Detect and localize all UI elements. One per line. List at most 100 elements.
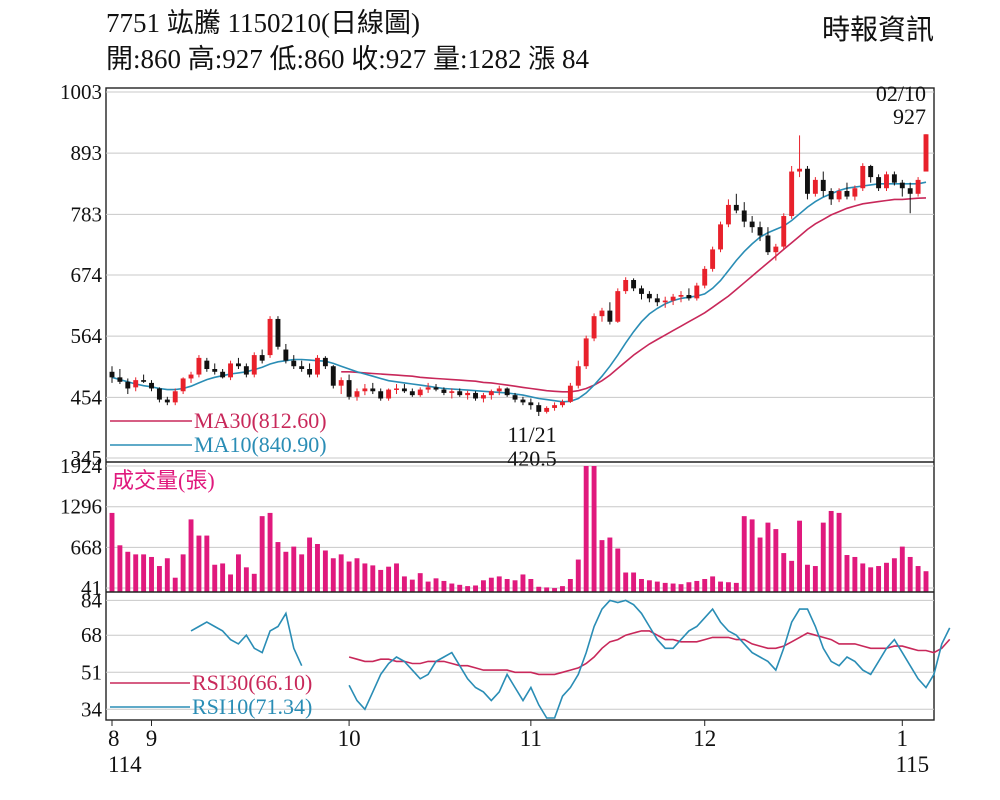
candle-body xyxy=(544,407,550,412)
candle-body xyxy=(520,399,526,403)
candle-body xyxy=(164,399,170,403)
volume-bar xyxy=(868,567,874,592)
volume-bar xyxy=(733,582,739,592)
volume-bar xyxy=(536,586,542,592)
rsi-tick-label: 84 xyxy=(81,588,103,612)
volume-bar xyxy=(639,578,644,592)
volume-bar xyxy=(212,564,218,592)
volume-bar xyxy=(812,566,818,592)
x-axis: 89101112122/10114115 xyxy=(108,720,929,777)
candle-body xyxy=(299,366,305,370)
candle-body xyxy=(251,355,257,375)
volume-bar xyxy=(457,584,463,592)
volume-bar xyxy=(354,558,360,592)
price-tick-label: 1003 xyxy=(60,80,102,104)
volume-bar xyxy=(109,512,115,592)
candle-body xyxy=(852,188,858,197)
volume-bar xyxy=(836,512,842,592)
x-tick-label: 9 xyxy=(146,726,158,751)
volume-bar xyxy=(741,516,747,592)
volume-bar xyxy=(725,582,731,592)
candle-body xyxy=(725,204,731,225)
plot-frame xyxy=(105,87,935,721)
volume-bar xyxy=(876,566,882,592)
candle-body xyxy=(441,389,447,393)
x-tick-label: 1 xyxy=(897,726,909,751)
candle-body xyxy=(670,296,676,301)
volume-bar xyxy=(330,558,336,592)
volume-bar xyxy=(528,578,534,592)
volume-bar xyxy=(449,583,455,592)
candle-body xyxy=(188,374,194,379)
volume-bar xyxy=(567,578,573,592)
volume-bar xyxy=(259,516,265,592)
candle-body xyxy=(315,357,320,375)
volume-bar xyxy=(820,522,826,592)
volume-bar xyxy=(346,561,352,592)
volume-bar xyxy=(907,556,913,592)
ma10-line xyxy=(111,181,927,403)
candle-body xyxy=(149,382,154,389)
volume-bar xyxy=(149,556,154,592)
volume-bar xyxy=(196,535,202,592)
volume-bar xyxy=(291,546,297,592)
volume-bar xyxy=(702,578,708,592)
candle-body xyxy=(528,402,534,406)
volume-bar xyxy=(654,581,660,592)
candle-body xyxy=(480,395,486,399)
volume-bar xyxy=(307,537,313,592)
volume-bar xyxy=(141,554,147,592)
volume-bar xyxy=(275,542,281,592)
volume-bar xyxy=(125,551,131,592)
candle-body xyxy=(694,285,700,299)
volume-bar xyxy=(180,554,186,592)
candle-body xyxy=(243,366,249,375)
volume-bar xyxy=(615,548,621,592)
volume-bar xyxy=(670,583,676,592)
candle-body xyxy=(765,235,771,253)
rsi10-line xyxy=(190,599,951,719)
candle-body xyxy=(386,389,392,399)
volume-bar xyxy=(188,519,194,592)
candle-body xyxy=(133,380,139,388)
candle-body xyxy=(860,165,866,189)
volume-bar xyxy=(583,466,589,592)
x-year-label: 114 xyxy=(108,752,142,777)
volume-bar xyxy=(544,587,550,592)
candle-body xyxy=(370,388,376,392)
volume-bar xyxy=(852,556,858,592)
candle-body xyxy=(599,310,605,317)
candle-body xyxy=(378,391,384,399)
volume-bar xyxy=(765,522,771,592)
candle-body xyxy=(828,191,834,200)
rsi-tick-label: 34 xyxy=(81,697,103,721)
candle-body xyxy=(228,363,233,378)
volume-bar xyxy=(923,571,929,592)
candle-body xyxy=(575,366,581,386)
volume-bar xyxy=(686,582,692,592)
volume-bar xyxy=(694,580,700,592)
candle-body xyxy=(212,369,218,372)
x-tick-label: 12 xyxy=(693,726,716,751)
candle-body xyxy=(496,388,502,392)
rsi-tick-label: 51 xyxy=(81,660,102,684)
volume-bar xyxy=(401,576,407,592)
volume-title: 成交量(張) xyxy=(112,468,215,493)
x-tick-label: 10 xyxy=(338,726,361,751)
volume-tick-label: 41 xyxy=(81,576,102,600)
candle-body xyxy=(291,360,297,367)
volume-bar xyxy=(749,519,755,592)
price-tick-label: 893 xyxy=(71,141,103,165)
candle-body xyxy=(915,179,921,194)
volume-bar xyxy=(465,586,471,592)
ohlc-summary: 開:860 高:927 低:860 收:927 量:1282 漲 84 xyxy=(106,44,590,74)
candle-body xyxy=(868,165,874,178)
candle-body xyxy=(109,371,115,378)
candle-body xyxy=(876,177,882,189)
volume-bar xyxy=(797,520,803,592)
candle-body xyxy=(220,371,226,378)
candle-body xyxy=(567,385,573,402)
volume-bar xyxy=(678,584,684,592)
candle-body xyxy=(259,355,265,361)
candle-body xyxy=(425,387,431,390)
